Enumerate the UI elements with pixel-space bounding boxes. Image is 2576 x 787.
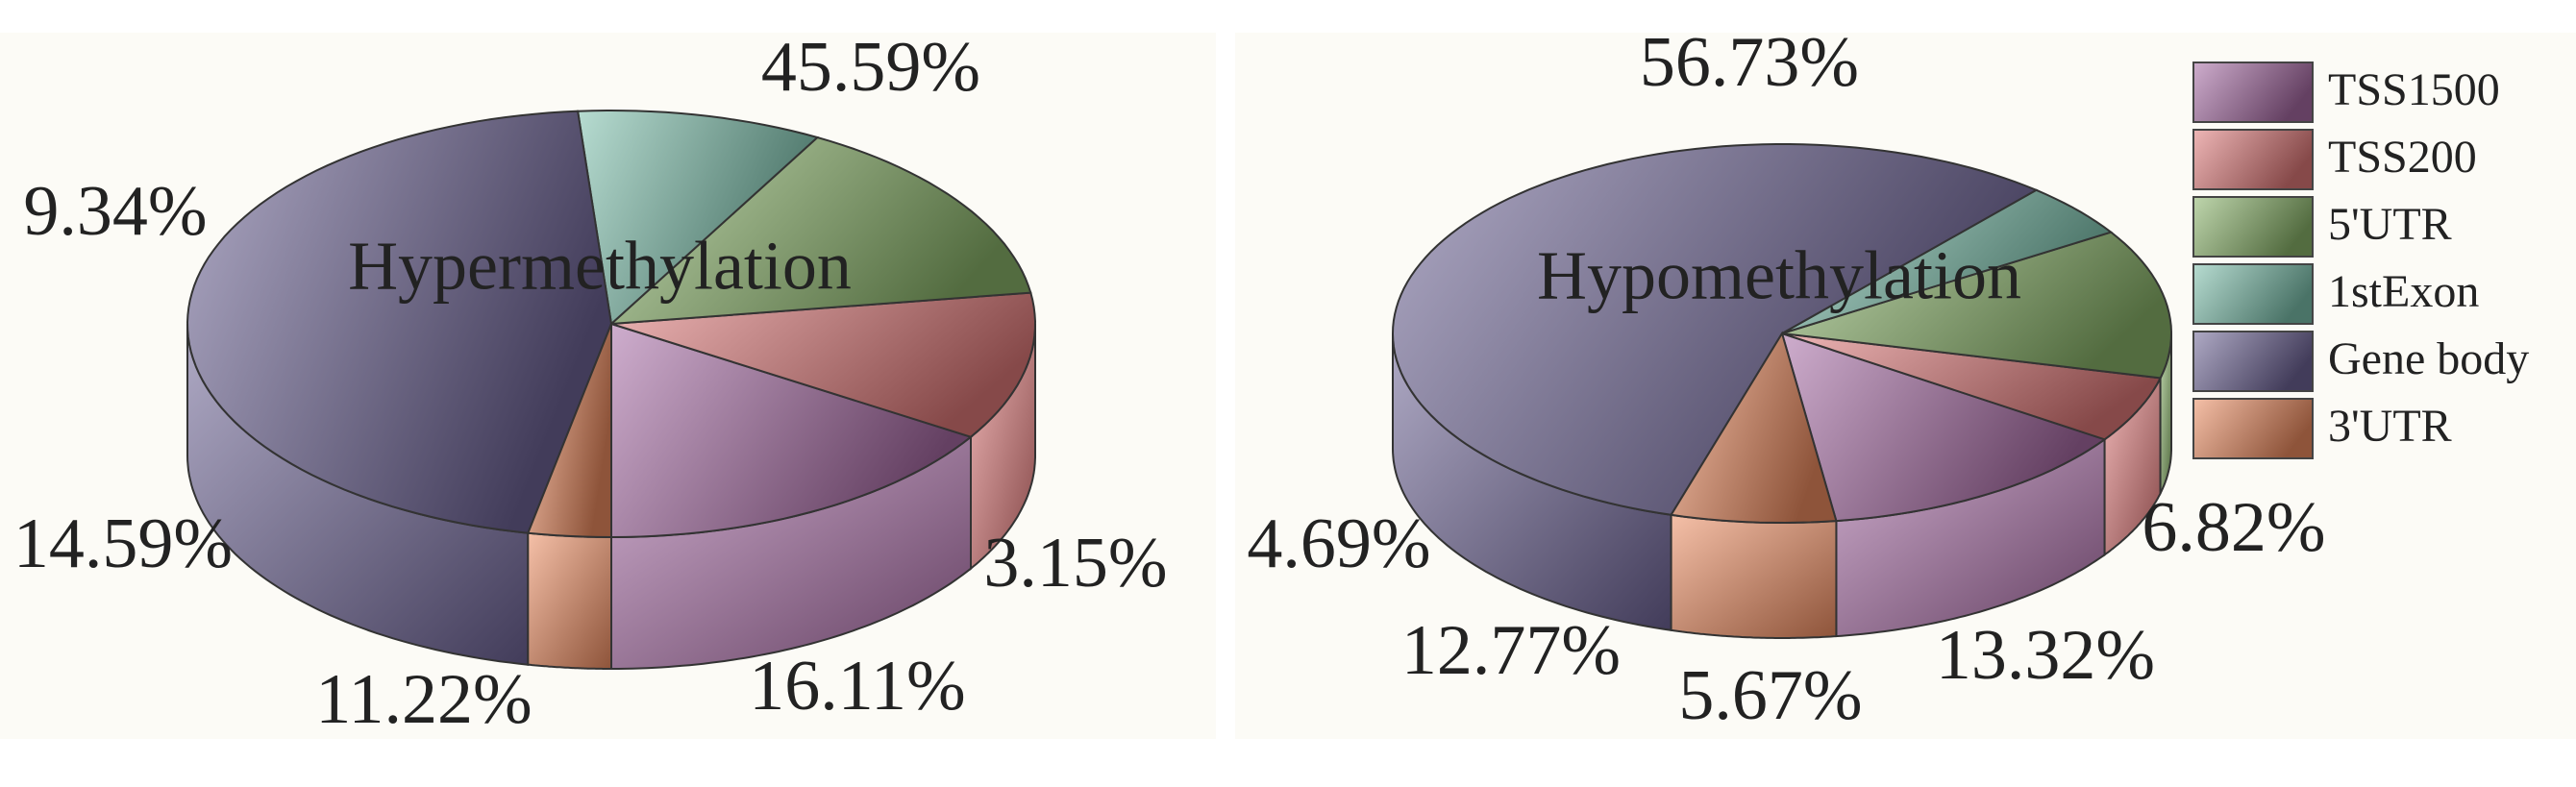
data-label: 14.59% bbox=[13, 504, 233, 583]
pie-title: Hypermethylation bbox=[348, 228, 852, 305]
slice-side bbox=[527, 531, 612, 670]
legend-label: 5'UTR bbox=[2328, 199, 2452, 250]
slice-side bbox=[1670, 513, 1838, 639]
slice bbox=[1669, 331, 1838, 525]
slice bbox=[1781, 231, 2173, 380]
slice bbox=[608, 135, 1032, 326]
data-label: 45.59% bbox=[761, 28, 980, 107]
legend-swatch bbox=[2192, 196, 2314, 258]
slice bbox=[526, 323, 612, 539]
pie-title: Hypomethylation bbox=[1537, 237, 2021, 314]
data-label: 11.22% bbox=[315, 660, 532, 739]
slice bbox=[1781, 332, 2163, 441]
data-label: 12.77% bbox=[1401, 611, 1621, 690]
data-label: 16.11% bbox=[749, 647, 965, 726]
legend-swatch bbox=[2192, 331, 2314, 392]
data-label: 4.69% bbox=[1247, 504, 1430, 583]
legend-label: Gene body bbox=[2328, 333, 2529, 384]
legend-label: 3'UTR bbox=[2328, 401, 2452, 452]
data-label: 56.73% bbox=[1640, 23, 1859, 102]
slice bbox=[1391, 143, 2039, 516]
legend-swatch bbox=[2192, 263, 2314, 325]
slice bbox=[610, 291, 1037, 438]
data-label: 5.67% bbox=[1678, 656, 1862, 735]
data-label: 6.82% bbox=[2142, 488, 2325, 567]
slice bbox=[610, 322, 974, 539]
legend-swatch bbox=[2192, 129, 2314, 190]
legend-swatch bbox=[2192, 398, 2314, 459]
legend-label: TSS200 bbox=[2328, 132, 2477, 183]
legend-swatch bbox=[2192, 61, 2314, 123]
data-label: 13.32% bbox=[1936, 616, 2155, 695]
slice bbox=[1781, 188, 2114, 334]
slice bbox=[576, 109, 820, 326]
data-label: 3.15% bbox=[983, 524, 1167, 603]
slice bbox=[1780, 332, 2107, 523]
data-label: 9.34% bbox=[23, 172, 207, 251]
legend-label: 1stExon bbox=[2328, 266, 2479, 317]
slice bbox=[186, 110, 613, 534]
legend-label: TSS1500 bbox=[2328, 64, 2500, 115]
